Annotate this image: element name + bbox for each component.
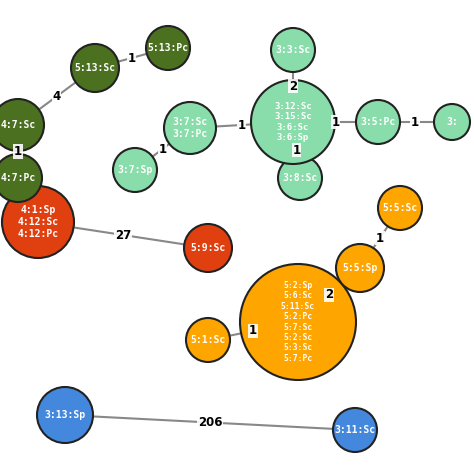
Text: 5:13:Pc: 5:13:Pc — [147, 43, 189, 53]
Text: 3:13:Sp: 3:13:Sp — [45, 410, 86, 420]
Circle shape — [71, 44, 119, 92]
Circle shape — [184, 224, 232, 272]
Text: 1: 1 — [128, 52, 136, 64]
Text: 27: 27 — [115, 228, 131, 241]
Text: 3:: 3: — [446, 117, 458, 127]
Circle shape — [0, 154, 42, 202]
Circle shape — [336, 244, 384, 292]
Text: 5:9:Sc: 5:9:Sc — [191, 243, 226, 253]
Text: 1: 1 — [411, 116, 419, 128]
Text: 1: 1 — [249, 325, 257, 337]
Circle shape — [434, 104, 470, 140]
Text: 4: 4 — [52, 90, 61, 103]
Circle shape — [356, 100, 400, 144]
Text: 3:11:Sc: 3:11:Sc — [335, 425, 375, 435]
Text: 1: 1 — [14, 145, 22, 158]
Text: 5:5:Sc: 5:5:Sc — [383, 203, 418, 213]
Text: 3:3:Sc: 3:3:Sc — [275, 45, 310, 55]
Text: 1: 1 — [376, 231, 384, 245]
Text: 1: 1 — [237, 118, 246, 131]
Text: 2: 2 — [289, 80, 297, 92]
Text: 5:5:Sp: 5:5:Sp — [342, 263, 378, 273]
Text: 2: 2 — [325, 289, 333, 301]
Text: 3:8:Sc: 3:8:Sc — [283, 173, 318, 183]
Circle shape — [146, 26, 190, 70]
Circle shape — [164, 102, 216, 154]
Circle shape — [271, 28, 315, 72]
Circle shape — [240, 264, 356, 380]
Text: 5:1:Sc: 5:1:Sc — [191, 335, 226, 345]
Text: 3:7:Sc
3:7:Pc: 3:7:Sc 3:7:Pc — [173, 117, 208, 139]
Circle shape — [113, 148, 157, 192]
Circle shape — [0, 99, 44, 151]
Text: 5:2:Sp
5:6:Sc
5:11:Sc
5:2:Pc
5:7:Sc
5:2:Sc
5:3:Sc
5:7:Pc: 5:2:Sp 5:6:Sc 5:11:Sc 5:2:Pc 5:7:Sc 5:2:… — [281, 281, 315, 363]
Circle shape — [2, 186, 74, 258]
Text: 4:7:Sc: 4:7:Sc — [0, 120, 36, 130]
Text: 4:7:Pc: 4:7:Pc — [0, 173, 36, 183]
Circle shape — [378, 186, 422, 230]
Text: 1: 1 — [331, 116, 339, 128]
Text: 1: 1 — [292, 144, 301, 156]
Circle shape — [251, 80, 335, 164]
Text: 4:1:Sp
4:12:Sc
4:12:Pc: 4:1:Sp 4:12:Sc 4:12:Pc — [18, 205, 59, 238]
Circle shape — [333, 408, 377, 452]
Circle shape — [278, 156, 322, 200]
Text: 5:13:Sc: 5:13:Sc — [74, 63, 116, 73]
Circle shape — [37, 387, 93, 443]
Text: 3:7:Sp: 3:7:Sp — [118, 165, 153, 175]
Circle shape — [186, 318, 230, 362]
Text: 206: 206 — [198, 416, 222, 429]
Text: 3:5:Pc: 3:5:Pc — [360, 117, 396, 127]
Text: 1: 1 — [158, 143, 166, 155]
Text: 3:12:Sc
3:15:Sc
3:6:Sc
3:6:Sp: 3:12:Sc 3:15:Sc 3:6:Sc 3:6:Sp — [274, 102, 312, 142]
